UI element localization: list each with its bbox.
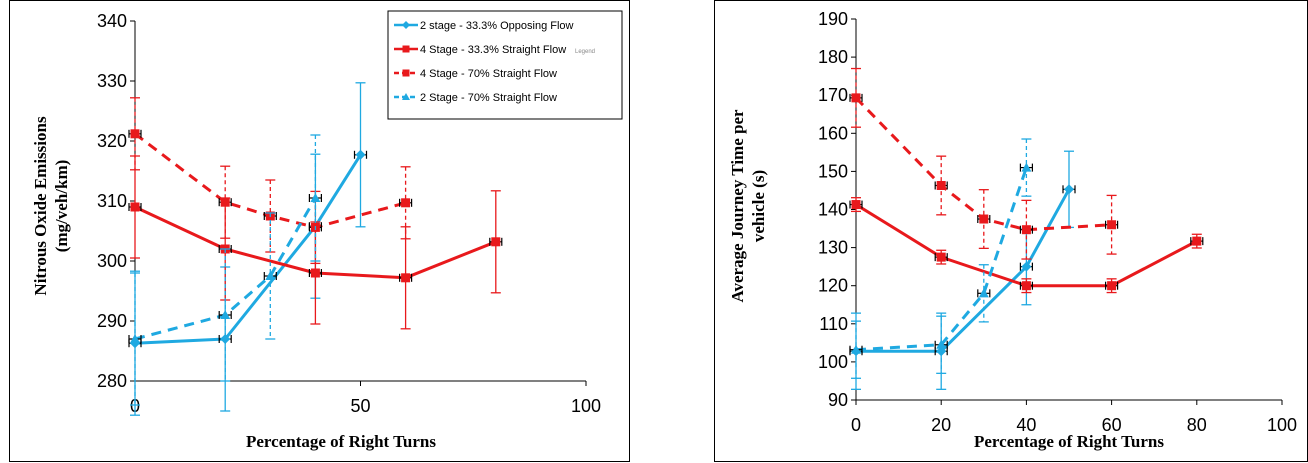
y-tick-label: 110	[819, 314, 848, 334]
y-tick-label: 290	[97, 311, 127, 331]
data-point-square	[402, 45, 410, 53]
data-point-triangle	[130, 334, 140, 343]
data-point-square	[851, 93, 861, 103]
data-point-square	[491, 237, 501, 247]
y-tick-label: 320	[97, 131, 127, 151]
data-point-triangle	[220, 310, 231, 319]
data-point-diamond	[220, 334, 231, 344]
y-axis-title: Nitrous Oxide Emissions (mg/veh/km)	[31, 116, 71, 296]
y-tick-label: 100	[818, 352, 848, 372]
data-point-triangle	[936, 339, 947, 349]
data-point-square	[401, 198, 411, 208]
y-axis-title-line: vehicle (s)	[749, 170, 768, 242]
data-point-square	[130, 202, 140, 212]
data-point-square	[936, 252, 946, 262]
y-axis-title-line: Average Journey Time per	[728, 109, 747, 303]
data-point-square	[220, 197, 230, 207]
data-point-square	[1021, 225, 1031, 235]
data-point-square	[936, 180, 946, 190]
data-point-square	[979, 214, 989, 224]
series-line	[854, 96, 1112, 232]
y-tick-label: 340	[97, 11, 127, 31]
series-4	[128, 134, 322, 406]
data-point-diamond	[402, 21, 410, 29]
legend-label: 4 Stage - 70% Straight Flow	[420, 68, 557, 80]
nitrous-oxide-chart-panel: 280290300310320330340050100Percentage of…	[9, 0, 630, 462]
data-point-square	[402, 69, 410, 77]
x-tick-label: 0	[851, 415, 861, 435]
y-tick-label: 120	[818, 276, 848, 296]
journey-time-chart-panel: 90 100 110 120 130 140 150 160 170 180 190 0 20 40 60 8…	[714, 0, 1308, 462]
data-point-triangle	[978, 288, 989, 298]
data-point-square	[1107, 220, 1117, 230]
x-tick-label: 50	[350, 396, 370, 416]
y-tick-label: 150	[818, 161, 848, 181]
y-axis-title: Average Journey Time per vehicle (s)	[728, 109, 768, 303]
data-point-triangle	[851, 344, 861, 354]
data-point-square	[1021, 281, 1031, 291]
series-line	[855, 167, 1028, 352]
legend-label: 4 Stage - 33.3% Straight Flow	[420, 44, 566, 56]
y-tick-label: 170	[818, 85, 848, 105]
y-tick-label: 280	[97, 371, 127, 391]
data-point-square	[310, 268, 320, 278]
data-point-triangle	[1021, 162, 1032, 172]
y-tick-label: 90	[828, 390, 848, 410]
legend-tag: Legend	[575, 49, 595, 55]
y-tick-label: 330	[97, 71, 127, 91]
data-point-square	[130, 129, 140, 139]
series-4	[849, 138, 1033, 379]
series-1	[849, 150, 1076, 390]
data-point-square	[401, 273, 411, 283]
y-tick-label: 190	[818, 9, 848, 29]
nitrous-oxide-chart: 280290300310320330340050100Percentage of…	[31, 10, 623, 451]
y-tick-label: 160	[818, 123, 848, 143]
series-3	[128, 97, 413, 265]
y-tick-label: 180	[818, 47, 848, 67]
x-tick-label: 40	[1016, 415, 1036, 435]
data-point-square	[1107, 281, 1117, 291]
series-1	[128, 82, 368, 416]
series-2	[849, 197, 1204, 294]
x-tick-label: 100	[1267, 415, 1297, 435]
chart-legend: 2 stage - 33.3% Opposing Flow 4 Stage - 3…	[387, 10, 623, 120]
x-tick-label: 20	[931, 415, 951, 435]
data-point-square	[1192, 236, 1202, 246]
data-point-diamond	[1064, 184, 1074, 195]
data-point-triangle	[265, 271, 276, 280]
y-tick-label: 310	[97, 191, 127, 211]
y-tick-label: 140	[818, 200, 848, 220]
x-tick-label: 60	[1102, 415, 1122, 435]
legend-label: 2 stage - 33.3% Opposing Flow	[420, 20, 574, 32]
x-axis-title: Percentage of Right Turns	[974, 432, 1164, 451]
y-axis-title-line: Nitrous Oxide Emissions	[31, 116, 50, 296]
legend-box	[387, 10, 623, 120]
x-axis-title: Percentage of Right Turns	[246, 432, 436, 451]
y-tick-label: 130	[818, 238, 848, 258]
y-axis-title-line: (mg/veh/km)	[52, 160, 71, 253]
x-tick-label: 100	[571, 396, 601, 416]
series-line	[134, 153, 362, 345]
data-point-triangle	[402, 93, 410, 100]
data-point-triangle	[310, 193, 321, 202]
x-tick-label: 80	[1187, 415, 1207, 435]
legend-label: 2 Stage - 70% Straight Flow	[420, 92, 557, 104]
data-point-diamond	[355, 149, 366, 160]
journey-time-chart: 90 100 110 120 130 140 150 160 170 180 190 0 20 40 60 8…	[728, 9, 1297, 451]
series-line	[856, 188, 1071, 353]
data-point-diamond	[1021, 261, 1032, 272]
y-tick-label: 300	[97, 251, 127, 271]
series-line	[134, 197, 317, 341]
data-point-square	[851, 200, 861, 210]
series-3	[849, 67, 1119, 260]
